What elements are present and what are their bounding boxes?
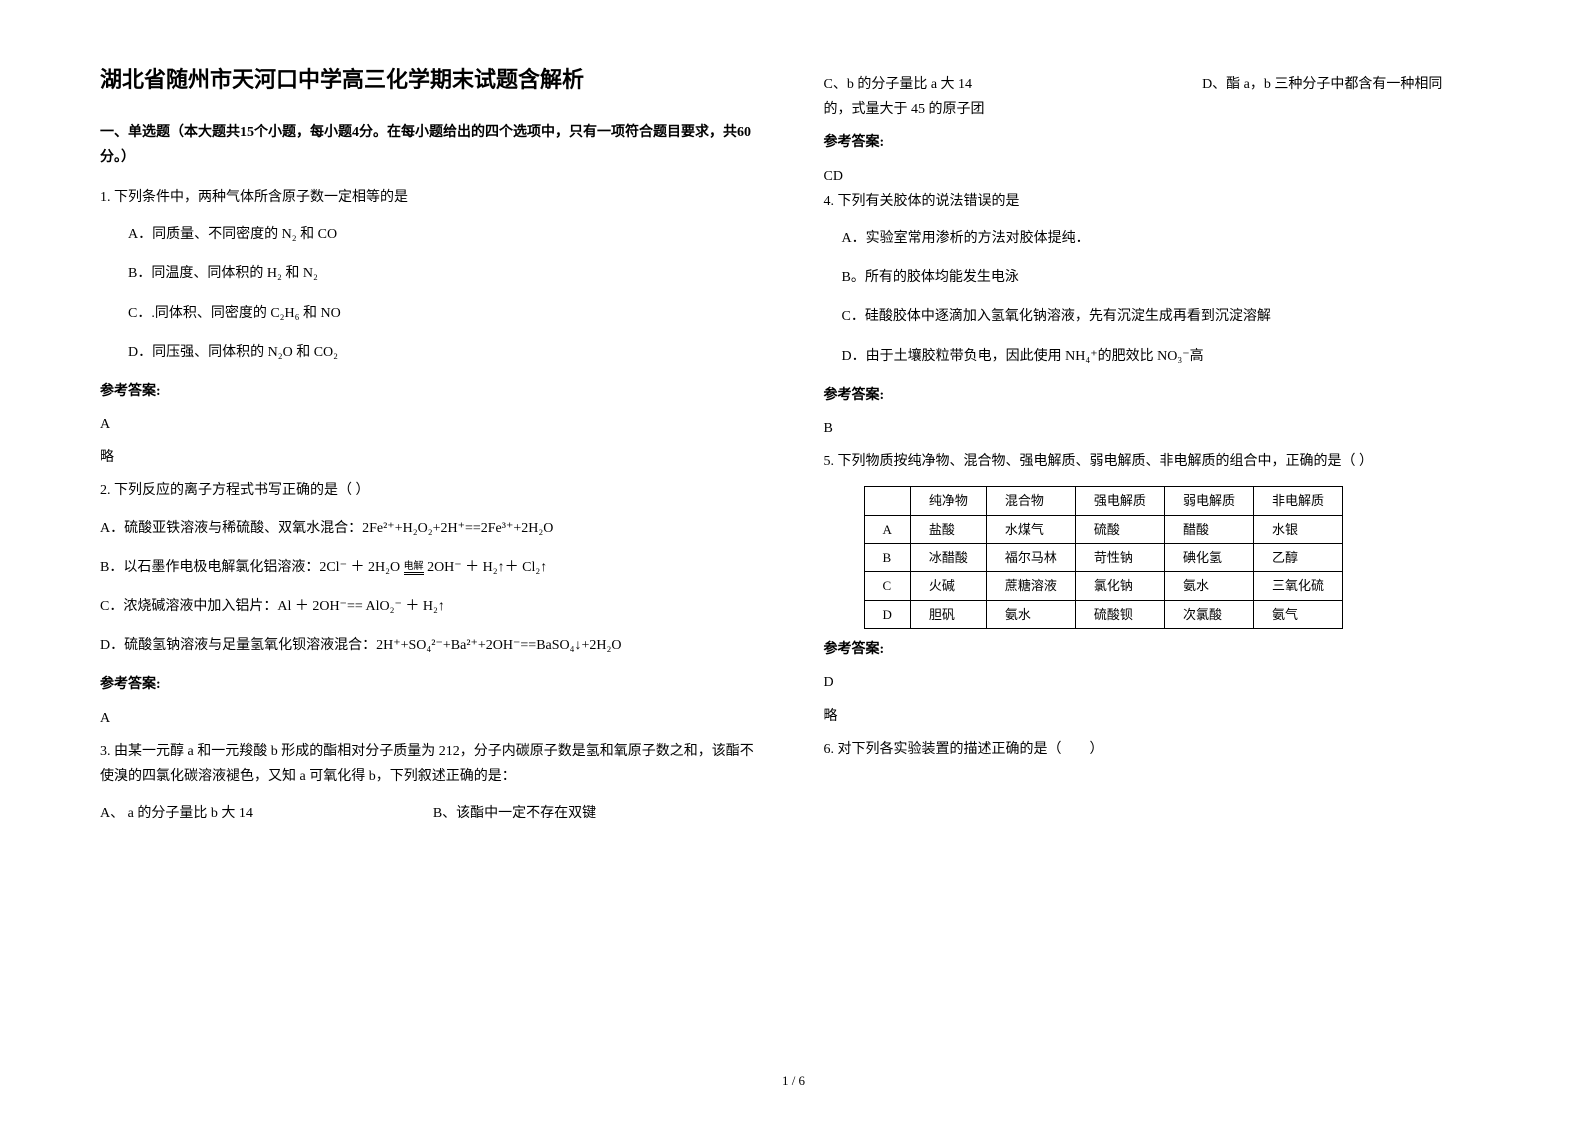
cell: A [864, 515, 910, 543]
cell: 盐酸 [910, 515, 986, 543]
q3-row2: C、b 的分子量比 a 大 14 D、酯 a，b 三种分子中都含有一种相同 [824, 72, 1488, 97]
q3-answer: CD [824, 164, 1488, 189]
q2-stem: 2. 下列反应的离子方程式书写正确的是（ ） [100, 478, 764, 503]
cell: 氨气 [1253, 600, 1342, 628]
th-2: 混合物 [986, 487, 1075, 515]
cell: 胆矾 [910, 600, 986, 628]
q1-note: 略 [100, 445, 764, 470]
q1-answer: A [100, 412, 764, 437]
q3-option-d-cont: 的，式量大于 45 的原子团 [824, 97, 1488, 122]
cell: 水煤气 [986, 515, 1075, 543]
q5-answer-label: 参考答案: [824, 637, 1488, 662]
cell: 水银 [1253, 515, 1342, 543]
cell: 苛性钠 [1075, 544, 1164, 572]
q2-option-b: B．以石墨作电极电解氯化铝溶液：2Cl⁻ ＋ 2H₂O 电解 2OH⁻ ＋ H₂… [100, 555, 764, 580]
q6-stem: 6. 对下列各实验装置的描述正确的是（ ） [824, 737, 1488, 762]
q4-option-c: C．硅酸胶体中逐滴加入氢氧化钠溶液，先有沉淀生成再看到沉淀溶解 [842, 304, 1488, 329]
cell: 蔗糖溶液 [986, 572, 1075, 600]
q4-answer-label: 参考答案: [824, 383, 1488, 408]
page-footer: 1 / 6 [782, 1069, 805, 1092]
cell: 氨水 [1164, 572, 1253, 600]
q2-option-c: C．浓烧碱溶液中加入铝片：Al ＋ 2OH⁻== AlO₂⁻ ＋ H₂↑ [100, 594, 764, 619]
q4-option-d: D．由于土壤胶粒带负电，因此使用 NH₄⁺的肥效比 NO₃⁻高 [842, 344, 1488, 369]
cell: C [864, 572, 910, 600]
cell: 硫酸 [1075, 515, 1164, 543]
cell: D [864, 600, 910, 628]
q1-option-a: A．同质量、不同密度的 N₂ 和 CO [128, 222, 764, 247]
cell: 火碱 [910, 572, 986, 600]
cell: 硫酸钡 [1075, 600, 1164, 628]
q2-b-suffix: 2OH⁻ ＋ H₂↑＋ Cl₂↑ [427, 560, 547, 575]
left-column: 湖北省随州市天河口中学高三化学期末试题含解析 一、单选题（本大题共15个小题，每… [100, 60, 764, 1062]
q2-answer-label: 参考答案: [100, 672, 764, 697]
th-3: 强电解质 [1075, 487, 1164, 515]
right-column: C、b 的分子量比 a 大 14 D、酯 a，b 三种分子中都含有一种相同 的，… [824, 60, 1488, 1062]
table-row: C 火碱 蔗糖溶液 氯化钠 氨水 三氧化硫 [864, 572, 1342, 600]
electrolysis-label: 电解 [404, 562, 424, 573]
cell: 冰醋酸 [910, 544, 986, 572]
th-4: 弱电解质 [1164, 487, 1253, 515]
q5-answer: D [824, 670, 1488, 695]
cell: 三氧化硫 [1253, 572, 1342, 600]
q3-option-d: D、酯 a，b 三种分子中都含有一种相同 [1202, 72, 1442, 97]
q1-option-b: B．同温度、同体积的 H₂ 和 N₂ [128, 261, 764, 286]
table-row: B 冰醋酸 福尔马林 苛性钠 碘化氢 乙醇 [864, 544, 1342, 572]
q3-option-c: C、b 的分子量比 a 大 14 [824, 72, 973, 97]
q1-answer-label: 参考答案: [100, 379, 764, 404]
th-5: 非电解质 [1253, 487, 1342, 515]
table-header-row: 纯净物 混合物 强电解质 弱电解质 非电解质 [864, 487, 1342, 515]
cell: 福尔马林 [986, 544, 1075, 572]
q1-stem: 1. 下列条件中，两种气体所含原子数一定相等的是 [100, 185, 764, 210]
cell: 次氯酸 [1164, 600, 1253, 628]
q5-note: 略 [824, 704, 1488, 729]
q5-table: 纯净物 混合物 强电解质 弱电解质 非电解质 A 盐酸 水煤气 硫酸 醋酸 水银… [864, 486, 1343, 629]
q2-b-prefix: B．以石墨作电极电解氯化铝溶液：2Cl⁻ ＋ 2H₂O [100, 560, 400, 575]
cell: 醋酸 [1164, 515, 1253, 543]
q1-option-d: D．同压强、同体积的 N₂O 和 CO₂ [128, 340, 764, 365]
q3-stem: 3. 由某一元醇 a 和一元羧酸 b 形成的酯相对分子质量为 212，分子内碳原… [100, 739, 764, 789]
cell: 氨水 [986, 600, 1075, 628]
th-1: 纯净物 [910, 487, 986, 515]
q4-option-b: B。所有的胶体均能发生电泳 [842, 265, 1488, 290]
q3-option-a: A、 a 的分子量比 b 大 14 [100, 801, 253, 826]
q3-row1: A、 a 的分子量比 b 大 14 B、该酯中一定不存在双键 [100, 801, 764, 826]
q4-answer: B [824, 416, 1488, 441]
q3-option-b: B、该酯中一定不存在双键 [433, 801, 596, 826]
cell: 氯化钠 [1075, 572, 1164, 600]
q3-answer-label: 参考答案: [824, 130, 1488, 155]
q2-answer: A [100, 706, 764, 731]
q4-option-a: A．实验室常用渗析的方法对胶体提纯． [842, 226, 1488, 251]
table-row: D 胆矾 氨水 硫酸钡 次氯酸 氨气 [864, 600, 1342, 628]
q2-option-a: A．硫酸亚铁溶液与稀硫酸、双氧水混合：2Fe²⁺+H₂O₂+2H⁺==2Fe³⁺… [100, 516, 764, 541]
q4-stem: 4. 下列有关胶体的说法错误的是 [824, 189, 1488, 214]
cell: B [864, 544, 910, 572]
cell: 乙醇 [1253, 544, 1342, 572]
q5-stem: 5. 下列物质按纯净物、混合物、强电解质、弱电解质、非电解质的组合中，正确的是（… [824, 449, 1488, 474]
q2-option-d: D．硫酸氢钠溶液与足量氢氧化钡溶液混合：2H⁺+SO₄²⁻+Ba²⁺+2OH⁻=… [100, 633, 764, 658]
th-0 [864, 487, 910, 515]
page-title: 湖北省随州市天河口中学高三化学期末试题含解析 [100, 60, 764, 100]
table-row: A 盐酸 水煤气 硫酸 醋酸 水银 [864, 515, 1342, 543]
q1-option-c: C．.同体积、同密度的 C₂H₆ 和 NO [128, 301, 764, 326]
section-intro: 一、单选题（本大题共15个小题，每小题4分。在每小题给出的四个选项中，只有一项符… [100, 120, 764, 170]
cell: 碘化氢 [1164, 544, 1253, 572]
